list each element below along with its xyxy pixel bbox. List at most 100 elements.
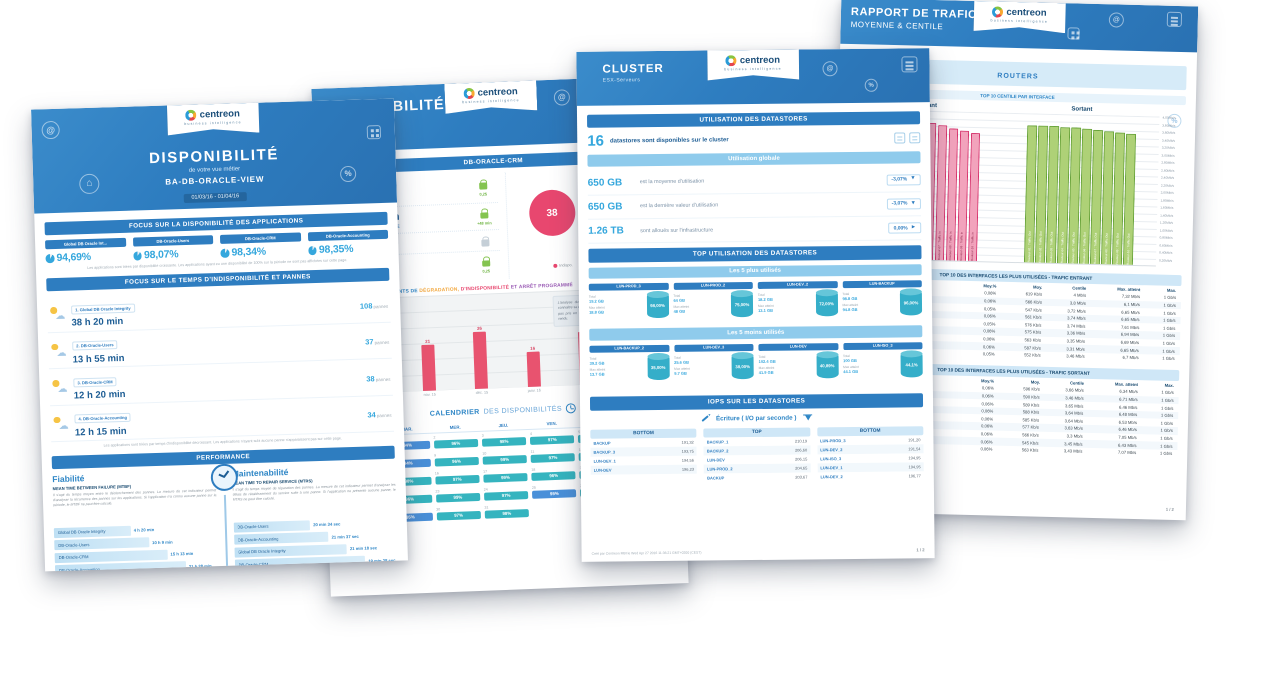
evolution-bar	[473, 331, 489, 390]
traffic-cell: 0,06%	[980, 423, 993, 429]
traffic-cell: 1 Gb/s	[1162, 348, 1175, 354]
iops-value: 194,56	[681, 457, 694, 463]
at-icon: @	[41, 120, 60, 140]
datastore-name: LUN-DEV_2	[757, 280, 838, 289]
datastore-cylinder-gauge: 72,00%	[815, 290, 838, 317]
iops-subtitle: Écriture ( I/O par seconde )	[715, 414, 797, 423]
datastore-card: LUN-PROD_2 Total 64 GB Max atteint 48 GB 75,0…	[673, 281, 754, 319]
report-title: CLUSTER	[602, 62, 664, 76]
traffic-cell: 1 Gb/s	[1161, 390, 1174, 396]
traffic-cell: 587 Kb/s	[1024, 344, 1041, 351]
traffic-cell: 561 Kb/s	[1024, 314, 1042, 320]
traffic-cell: 3,74 Mb/s	[1067, 315, 1086, 321]
traffic-cell: 596 Kb/s	[1023, 386, 1040, 393]
traffic-cell: 563 Kb/s	[1024, 337, 1042, 343]
usage-allocated-row: 1.26 TB sont alloués sur l'infrastructur…	[588, 216, 922, 244]
performance-panel: Fiabilité MEAN TIME BETWEEN FAILURE (MTB…	[52, 463, 398, 572]
usage-percent: 75,00%	[734, 301, 750, 308]
traffic-cell: 0,06%	[980, 446, 993, 452]
calendar-day-cell: 4 97%	[528, 429, 577, 449]
traffic-cell: 0,05%	[983, 305, 996, 312]
page3-title-block: CLUSTER ESX-Serveurs	[602, 63, 664, 84]
total-value: 64 GB	[673, 298, 686, 304]
interface-label: Routeur-09 : Traffic Out	[1114, 233, 1120, 265]
traffic-cell: 566 Kb/s	[1025, 299, 1043, 305]
datastore-cylinder-gauge: 35,00%	[647, 354, 670, 381]
x-axis-label: janv. 16	[527, 388, 541, 394]
centreon-logo-icon	[726, 55, 737, 66]
traffic-cell: 590 Kb/s	[1023, 394, 1040, 400]
calendar-day-cell: 31 98%	[482, 502, 531, 522]
page3-footer: Créé par Centreon MBI le Wed Apr 27 2016…	[592, 547, 925, 555]
interface-label: Routeur-01 : Traffic Out	[1026, 231, 1032, 263]
traffic-cell: 7,32 Mb/s	[1121, 294, 1141, 300]
apps-grid-icon	[366, 124, 382, 140]
iops-tables: BOTTOM BACKUP 191,32 BACKUP_3 193,75 LUN-DEV…	[590, 425, 924, 484]
datastore-count-row: 16 datastores sont disponibles sur le cl…	[587, 130, 921, 150]
traffic-cell: 6,65 Mb/s	[1121, 309, 1140, 315]
x-axis-label: nov. 15	[423, 392, 436, 398]
usage-percent: 40,89%	[819, 362, 835, 369]
interface-label: Routeur-08 : Traffic Out	[1103, 233, 1109, 265]
traffic-cell: 0,05%	[983, 321, 996, 327]
bar-value-label: 16	[530, 346, 536, 352]
availability-percent-chip: 96%	[433, 438, 479, 449]
availability-percent-chip: 99%	[483, 472, 528, 483]
weather-icon: ☁	[50, 343, 67, 359]
interface-label: Routeur-02 : Traffic Out	[1037, 231, 1043, 264]
usage-percent: 72,00%	[819, 301, 834, 307]
legend-indispo: Indispo.	[553, 264, 573, 269]
calendar-day-cell: 30 97%	[434, 504, 483, 524]
traffic-cell: 1 Gb/s	[1162, 340, 1176, 346]
datastore-icon	[894, 132, 906, 144]
datastore-name: LUN-ISO_3	[842, 341, 923, 350]
at-icon: @	[822, 61, 838, 77]
datastores-least-used: LUN-BACKUP_2 Total 39.2 GB Max atteint 13.7 …	[589, 341, 923, 381]
centile-bar: Routeur-10 : Traffic In	[967, 133, 981, 262]
traffic-cell: 3,63 Mb/s	[1064, 425, 1083, 432]
iops-table-2-body: LUN-PROD_3 191,20 LUN-DEV_2 191,54 LUN-ISO_3…	[817, 435, 924, 481]
pencil-icon	[701, 415, 709, 423]
max-reached-value: 41.9 GB	[758, 370, 774, 376]
evolution-bar-column: 16	[526, 346, 541, 388]
column-divider	[223, 494, 228, 571]
traffic-cell: 1 Gb/s	[1162, 325, 1176, 331]
traffic-cell: 0,06%	[983, 336, 996, 342]
mtbf-description: Il s'agit du temps moyen entre le déclen…	[52, 488, 217, 507]
section-top-usage: TOP UTILISATION DES DATASTORES	[588, 245, 922, 263]
availability-percent-chip: 97%	[434, 474, 480, 485]
traffic-cell: 0,06%	[981, 393, 994, 399]
mtrs-description: Il s'agit du temps moyen de réparation d…	[232, 482, 396, 502]
max-reached-value: 9.7 GB	[674, 370, 687, 377]
usage-percent: 96,00%	[903, 300, 919, 306]
total-value: 39.2 GB	[589, 360, 605, 366]
col-max: Max.	[1164, 382, 1175, 388]
availability-percent-chip: 98%	[481, 436, 527, 447]
traffic-cell: 3,64 Mb/s	[1064, 418, 1084, 424]
traffic-cell: 3,66 Mb/s	[1065, 387, 1084, 394]
centile-bar: Routeur-07 : Traffic In	[934, 125, 948, 261]
traffic-cell: 6,94 Mb/s	[1120, 331, 1140, 338]
max-reached-value: 13.1 GB	[758, 308, 773, 314]
col-centile: Centile	[1072, 285, 1087, 291]
centile-y-axis: 4,00Mb/s 3,80Mb/s 3,60Mb/s 3,40Mb/s 3,20Mb/s…	[1157, 115, 1186, 266]
weather-icon: ☁	[49, 307, 66, 322]
traffic-cell: 4 Mb/s	[1073, 292, 1087, 299]
subsection-most-used: Les 5 plus utilisés	[588, 263, 922, 279]
centile-bar: Routeur-08 : Traffic In	[945, 128, 959, 261]
centile-bar: Routeur-09 : Traffic In	[956, 131, 970, 262]
usage-average-row: 650 GB est la moyenne d'utilisation -3,0…	[587, 167, 921, 196]
cluster-name: ESX-Serveurs	[602, 77, 641, 84]
datastore-cylinder-gauge: 96,00%	[899, 289, 923, 316]
traffic-cell: 3,3 Mb/s	[1066, 433, 1083, 439]
bar-value-label: 21	[425, 339, 431, 345]
usage-percent: 35,00%	[650, 364, 666, 370]
calendar-day-cell: 24 97%	[482, 484, 531, 504]
iops-value: 206,15	[795, 456, 808, 462]
percent-icon: %	[864, 78, 878, 92]
server-icon	[901, 56, 918, 73]
datastore-card: LUN-DEV_3 Total 25.6 GB Max atteint 9.7 GB 38…	[673, 343, 754, 381]
traffic-cell: 619 Kb/s	[1025, 291, 1043, 298]
total-value: 98.8 GB	[842, 296, 858, 302]
traffic-cell: 0,06%	[981, 416, 994, 422]
